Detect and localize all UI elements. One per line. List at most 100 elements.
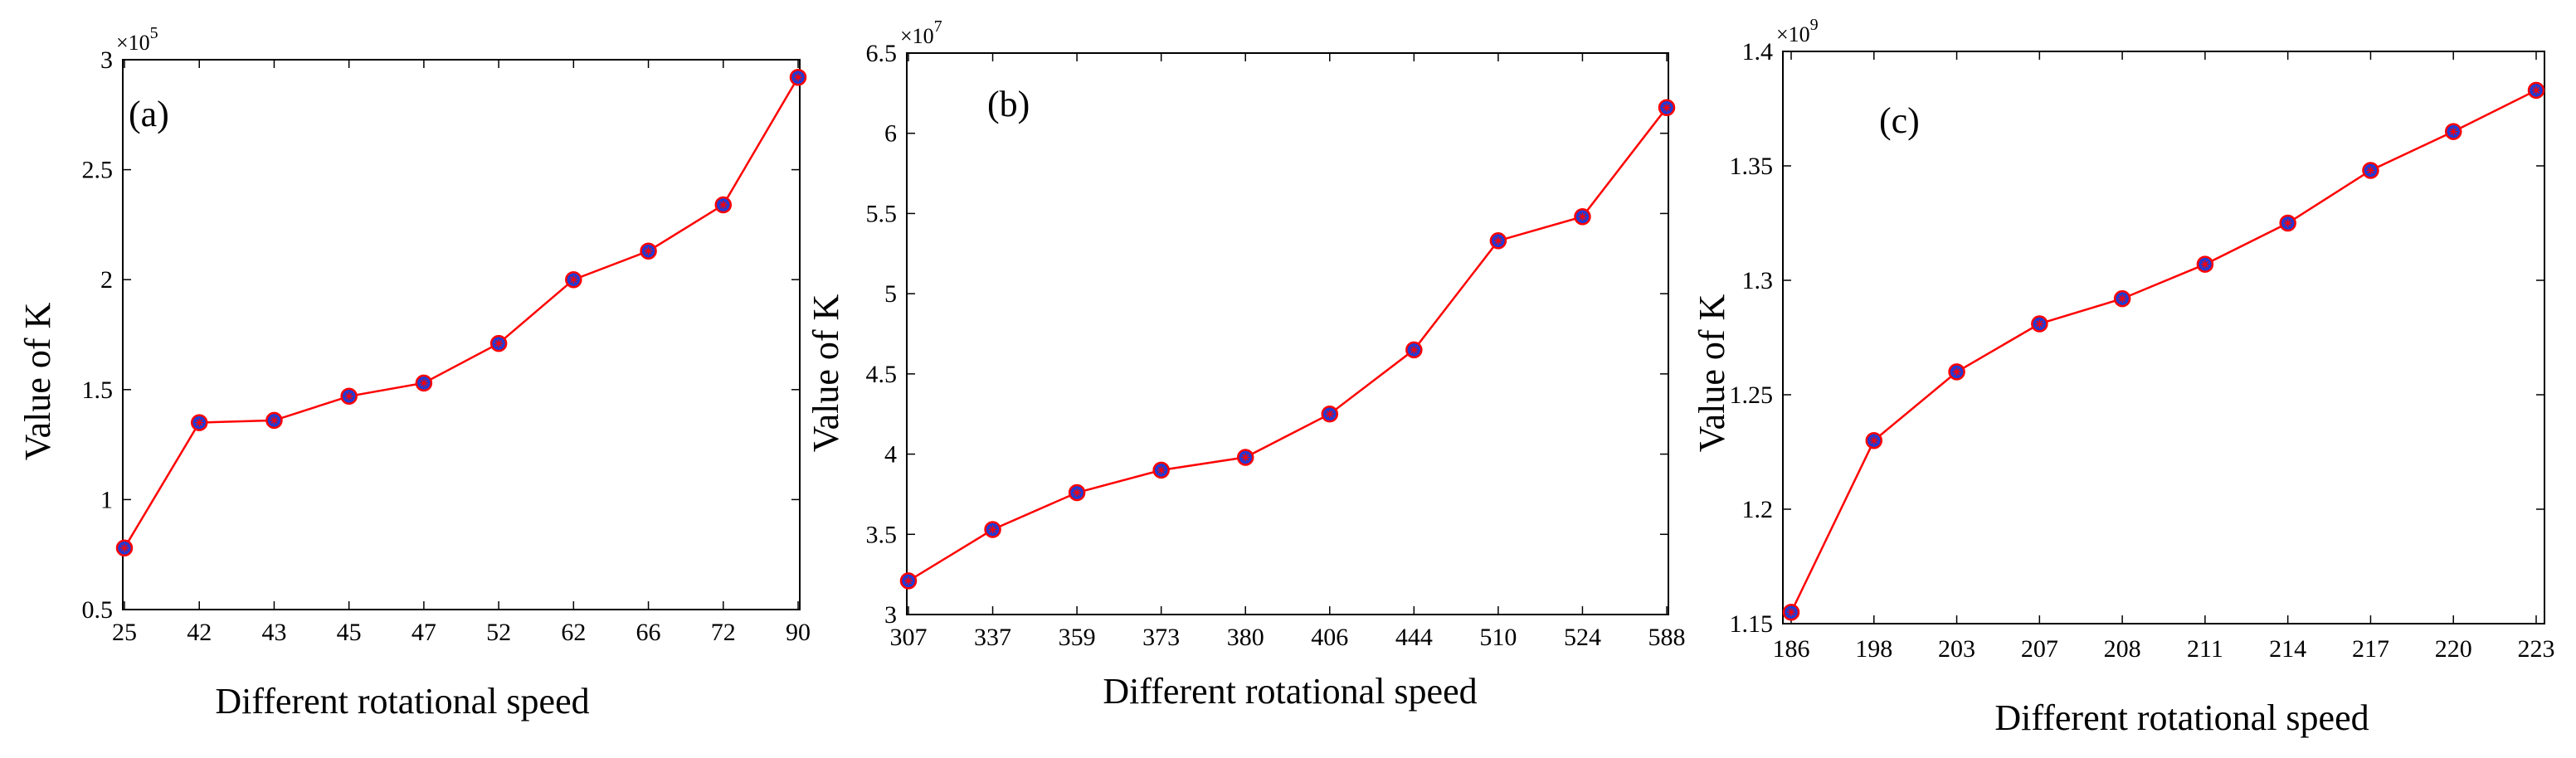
y-tick-label: 6 <box>884 120 897 148</box>
data-point-star <box>2449 127 2458 136</box>
data-point-star <box>2366 166 2375 175</box>
data-point-star <box>494 339 504 348</box>
y-tick-label: 5.5 <box>866 200 898 227</box>
y-tick-label: 1.2 <box>1742 496 1774 523</box>
x-tick-label: 524 <box>1564 624 1601 651</box>
data-point <box>2031 315 2048 333</box>
x-tick-label: 207 <box>2021 635 2058 663</box>
data-point-star <box>988 525 997 534</box>
y-tick-label: 1 <box>100 486 113 513</box>
x-tick-label: 90 <box>786 619 811 646</box>
x-tick-label: 47 <box>411 619 436 646</box>
y-tick-label: 4 <box>884 441 897 469</box>
y-multiplier-exp-c: 9 <box>1810 16 1819 34</box>
data-point <box>1865 431 1883 449</box>
data-point <box>190 414 208 431</box>
y-tick-label: 6.5 <box>866 40 898 67</box>
data-point-star <box>794 73 802 82</box>
data-point <box>489 334 508 352</box>
x-tick-label: 220 <box>2435 635 2472 663</box>
chart-panel-a: Value of K Different rotational speed (a… <box>17 24 811 722</box>
data-point <box>1782 603 1800 621</box>
data-point-star <box>1952 367 1961 377</box>
x-ticks-a: 25 42 43 45 47 52 62 66 72 90 <box>112 60 811 646</box>
chart-panel-c: Value of K Different rotational speed (c… <box>1692 16 2555 738</box>
data-point <box>2527 81 2545 100</box>
data-point-star <box>2200 260 2209 269</box>
data-point <box>1489 232 1507 250</box>
x-tick-label: 588 <box>1648 624 1686 651</box>
y-ticks-c: 1.15 1.2 1.25 1.3 1.35 1.4 <box>1730 38 2544 638</box>
x-tick-label: 25 <box>112 619 137 646</box>
y-tick-label: 1.3 <box>1742 267 1774 294</box>
x-tick-label: 42 <box>187 619 212 646</box>
data-point-star <box>1325 410 1334 419</box>
data-point-star <box>644 246 653 255</box>
x-ticks-b: 307 337 359 373 380 406 444 510 524 588 <box>890 53 1686 651</box>
data-point-star <box>270 415 279 425</box>
x-tick-label: 43 <box>261 619 286 646</box>
x-tick-label: 45 <box>337 619 362 646</box>
data-point <box>2362 162 2379 179</box>
panel-label-a: (a) <box>129 94 169 134</box>
plot-area-a <box>122 59 801 610</box>
data-point <box>1236 449 1254 466</box>
data-point-star <box>2118 294 2127 304</box>
y-axis-label-a: Value of K <box>17 302 58 460</box>
data-point-star <box>904 576 913 586</box>
y-multiplier-base-b: ×10 <box>900 24 934 48</box>
x-tick-label: 214 <box>2269 635 2306 663</box>
data-point-star <box>1869 436 1878 445</box>
data-point-star <box>1663 103 1671 112</box>
data-point <box>1574 208 1591 226</box>
y-multiplier-c: ×109 <box>1776 16 1819 46</box>
x-tick-label: 186 <box>1773 635 1810 663</box>
data-point <box>899 572 918 590</box>
y-tick-label: 1.25 <box>1730 381 1774 409</box>
x-tick-label: 217 <box>2352 635 2389 663</box>
data-point-star <box>2532 85 2540 95</box>
data-point <box>1948 363 1965 381</box>
panel-label-b: (b) <box>987 84 1030 124</box>
data-point <box>2196 255 2214 273</box>
data-point <box>115 539 134 556</box>
y-tick-label: 1.35 <box>1730 153 1774 180</box>
x-tick-label: 223 <box>2518 635 2555 663</box>
y-tick-label: 3 <box>100 46 113 74</box>
x-tick-label: 198 <box>1855 635 1892 663</box>
y-tick-label: 3 <box>884 601 897 629</box>
plot-area-c <box>1782 51 2545 624</box>
y-tick-label: 3.5 <box>866 521 898 548</box>
y-tick-label: 4.5 <box>866 361 898 388</box>
y-axis-label-b: Value of K <box>806 294 846 452</box>
y-ticks-b: 3 3.5 4 4.5 5 5.5 6 6.5 <box>866 40 1668 629</box>
x-tick-label: 337 <box>974 624 1011 651</box>
x-tick-label: 203 <box>1938 635 1975 663</box>
data-point <box>1405 341 1423 359</box>
data-point <box>2279 214 2296 232</box>
y-ticks-a: 0.5 1 1.5 2 2.5 3 <box>82 46 800 624</box>
chart-panel-b: Value of K Different rotational speed (b… <box>806 17 1686 712</box>
data-point <box>340 387 358 406</box>
x-tick-label: 373 <box>1142 624 1180 651</box>
x-tick-label: 510 <box>1479 624 1517 651</box>
y-tick-label: 1.5 <box>82 377 114 404</box>
data-point <box>565 270 582 289</box>
y-multiplier-a: ×105 <box>116 24 158 55</box>
data-point-star <box>1493 236 1502 245</box>
markers-b <box>899 99 1676 590</box>
series-line-a <box>123 76 800 549</box>
series-line-c <box>1790 89 2537 613</box>
y-multiplier-exp-b: 7 <box>934 17 942 36</box>
y-tick-label: 1.4 <box>1742 38 1774 66</box>
x-tick-label: 444 <box>1395 624 1433 651</box>
data-point <box>1658 99 1676 117</box>
y-multiplier-b: ×107 <box>900 17 942 48</box>
y-multiplier-base-c: ×10 <box>1776 22 1810 46</box>
data-point-star <box>1241 453 1250 462</box>
x-tick-label: 211 <box>2187 635 2223 663</box>
data-point-star <box>195 418 204 427</box>
y-tick-label: 0.5 <box>82 596 114 624</box>
data-point <box>265 411 283 430</box>
data-point-star <box>1073 488 1082 497</box>
